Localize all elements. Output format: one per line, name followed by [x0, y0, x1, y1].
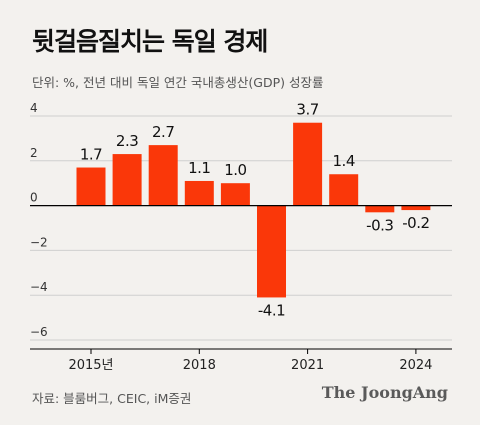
value-label: -0.2: [402, 214, 429, 232]
brand-logo: The JoongAng: [321, 383, 448, 402]
chart-title: 뒷걸음질치는 독일 경제: [32, 27, 268, 56]
bar-2023: [365, 205, 395, 213]
bar-2016: [112, 154, 142, 206]
x-tick-label: 2018: [183, 358, 216, 373]
bar-2022: [329, 174, 359, 206]
value-label: -0.3: [366, 216, 393, 234]
y-tick-label: −2: [30, 235, 48, 249]
x-tick-label: 2015년: [68, 358, 113, 373]
value-label: -4.1: [258, 301, 285, 319]
value-label: 1.1: [188, 159, 210, 177]
bar-2015: [76, 167, 106, 206]
bar-2020: [257, 205, 286, 298]
gridlines: [30, 115, 452, 341]
bar-2024: [401, 205, 431, 211]
labels: 4 2 0 −2 −4 −6 1.7 2.3 2.7 1.1 1.0 -4.1 3.7 1.4 -0.3 -0…: [30, 101, 432, 373]
value-label: 1.7: [80, 146, 102, 164]
value-label: 2.3: [116, 132, 138, 150]
value-label: 3.7: [296, 101, 318, 119]
source-note: 자료: 블룸버그, CEIC, iM증권: [32, 391, 192, 406]
y-tick-label: −4: [30, 280, 48, 294]
axes: [30, 205, 452, 354]
y-tick-label: 4: [30, 101, 38, 115]
x-tick-label: 2021: [291, 358, 324, 373]
value-label: 1.0: [224, 161, 246, 179]
chart-subtitle: 단위: %, 전년 대비 독일 연간 국내총생산(GDP) 성장률: [32, 75, 324, 90]
y-tick-label: 2: [30, 146, 38, 160]
bar-2021: [293, 122, 323, 206]
bar-2017: [148, 145, 178, 206]
bar-2019: [220, 183, 250, 206]
bar-2018: [184, 180, 214, 206]
bars: [76, 122, 431, 298]
value-label: 2.7: [152, 123, 174, 141]
y-tick-label: 0: [30, 191, 38, 205]
value-label: 1.4: [333, 152, 355, 170]
x-tick-label: 2024: [399, 358, 432, 373]
y-tick-label: −6: [30, 325, 48, 339]
